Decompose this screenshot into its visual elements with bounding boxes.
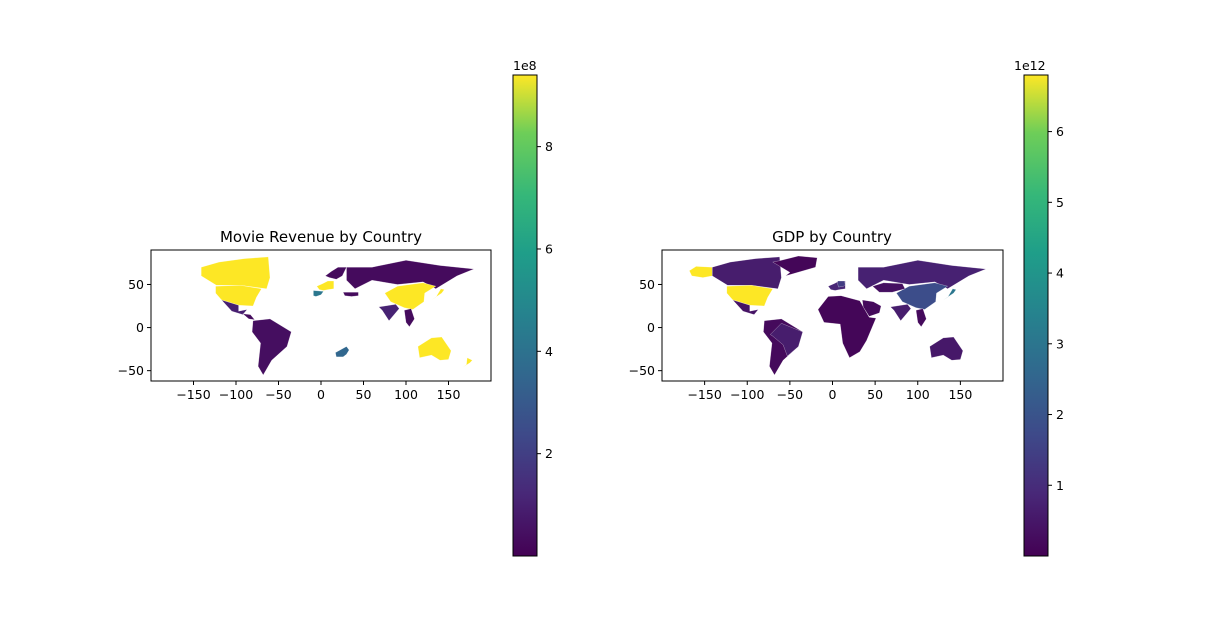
gdp-region-canada bbox=[712, 256, 782, 289]
revenue-map-y-ticks: −50 0 50 bbox=[118, 277, 151, 378]
revenue-x-tick-label: 100 bbox=[394, 387, 418, 402]
revenue-region-turkey bbox=[342, 292, 359, 297]
revenue-colorbar-tick-label: 6 bbox=[545, 241, 553, 256]
gdp-region-china bbox=[896, 282, 948, 310]
gdp-map-y-ticks: −50 0 50 bbox=[629, 277, 662, 378]
gdp-region-russia bbox=[857, 260, 987, 289]
revenue-x-tick-label: −50 bbox=[265, 387, 291, 402]
revenue-x-tick-label: 0 bbox=[317, 387, 325, 402]
revenue-colorbar-offset-label: 1e8 bbox=[513, 58, 537, 73]
gdp-region-middle-east bbox=[862, 299, 882, 317]
revenue-region-central-america bbox=[242, 313, 256, 320]
revenue-colorbar-ticks: 2 4 6 8 bbox=[537, 139, 553, 461]
gdp-region-germany bbox=[837, 280, 846, 288]
revenue-x-tick-label: 150 bbox=[437, 387, 461, 402]
revenue-map-x-ticks: −150 −100 −50 0 50 100 150 bbox=[176, 381, 460, 402]
revenue-colorbar: 1e8 2 4 6 8 bbox=[512, 58, 553, 557]
gdp-x-tick-label: −50 bbox=[777, 387, 803, 402]
revenue-region-new-zealand bbox=[462, 357, 473, 368]
revenue-region-united-states bbox=[215, 285, 262, 307]
gdp-colorbar-tick-label: 5 bbox=[1056, 195, 1064, 210]
revenue-colorbar-tick-label: 2 bbox=[545, 446, 553, 461]
revenue-y-tick-label: 0 bbox=[136, 320, 144, 335]
revenue-region-iberia bbox=[313, 290, 324, 297]
gdp-region-kazakhstan bbox=[872, 282, 906, 293]
gdp-colorbar-tick-label: 3 bbox=[1056, 336, 1064, 351]
gdp-colorbar: 1e12 1 2 3 4 5 6 bbox=[1014, 58, 1064, 557]
revenue-map-panel: Movie Revenue by Country −150 −100 −50 0 50 1… bbox=[118, 228, 492, 402]
gdp-region-india bbox=[890, 304, 912, 321]
gdp-x-tick-label: 50 bbox=[867, 387, 883, 402]
gdp-region-united-states bbox=[726, 285, 774, 307]
gdp-colorbar-tick-label: 6 bbox=[1056, 124, 1064, 139]
gdp-region-japan bbox=[943, 288, 957, 301]
revenue-region-australia bbox=[417, 336, 452, 361]
gdp-colorbar-ticks: 1 2 3 4 5 6 bbox=[1048, 124, 1064, 493]
gdp-x-tick-label: −100 bbox=[730, 387, 764, 402]
revenue-x-tick-label: −150 bbox=[176, 387, 210, 402]
gdp-x-tick-label: 0 bbox=[829, 387, 837, 402]
revenue-colorbar-frame bbox=[512, 74, 538, 557]
gdp-region-australia bbox=[929, 336, 964, 361]
gdp-region-southeast-asia bbox=[915, 308, 927, 327]
revenue-colorbar-tick-label: 4 bbox=[545, 344, 553, 359]
gdp-map-regions bbox=[689, 255, 987, 376]
revenue-region-south-america bbox=[251, 318, 292, 376]
revenue-y-tick-label: 50 bbox=[128, 277, 144, 292]
gdp-y-tick-label: −50 bbox=[629, 363, 655, 378]
revenue-colorbar-tick-label: 8 bbox=[545, 139, 553, 154]
revenue-region-mexico bbox=[221, 299, 248, 315]
revenue-x-tick-label: −100 bbox=[219, 387, 253, 402]
gdp-x-tick-label: −150 bbox=[687, 387, 721, 402]
revenue-map-regions bbox=[201, 256, 475, 376]
revenue-region-canada bbox=[201, 256, 271, 289]
revenue-colorbar-gradient bbox=[513, 75, 537, 556]
gdp-y-tick-label: 50 bbox=[639, 277, 655, 292]
revenue-region-south-africa bbox=[335, 346, 350, 358]
revenue-y-tick-label: −50 bbox=[118, 363, 144, 378]
revenue-region-japan bbox=[431, 288, 445, 301]
revenue-region-india bbox=[378, 304, 400, 321]
gdp-region-brazil bbox=[770, 323, 803, 357]
gdp-region-africa bbox=[817, 295, 877, 358]
gdp-map-panel: GDP by Country −150 −100 −50 0 50 100 150 −50 0… bbox=[629, 228, 1004, 402]
revenue-region-western-europe bbox=[316, 280, 334, 291]
gdp-map-title: GDP by Country bbox=[772, 228, 892, 246]
gdp-map-x-ticks: −150 −100 −50 0 50 100 150 bbox=[687, 381, 972, 402]
gdp-colorbar-tick-label: 1 bbox=[1056, 478, 1064, 493]
revenue-region-china bbox=[384, 282, 437, 310]
gdp-region-greenland bbox=[772, 255, 818, 277]
gdp-colorbar-gradient bbox=[1024, 75, 1048, 556]
gdp-colorbar-tick-label: 2 bbox=[1056, 407, 1064, 422]
gdp-x-tick-label: 100 bbox=[906, 387, 930, 402]
revenue-region-scandinavia bbox=[325, 267, 347, 280]
gdp-region-alaska bbox=[689, 266, 713, 278]
gdp-colorbar-tick-label: 4 bbox=[1056, 266, 1064, 281]
revenue-x-tick-label: 50 bbox=[356, 387, 372, 402]
gdp-colorbar-offset-label: 1e12 bbox=[1014, 58, 1046, 73]
gdp-region-mexico bbox=[732, 299, 759, 315]
revenue-region-russia bbox=[346, 260, 475, 289]
revenue-region-southeast-asia bbox=[404, 308, 415, 327]
gdp-y-tick-label: 0 bbox=[647, 320, 655, 335]
gdp-x-tick-label: 150 bbox=[948, 387, 972, 402]
gdp-colorbar-frame bbox=[1023, 74, 1049, 557]
revenue-map-title: Movie Revenue by Country bbox=[220, 228, 422, 246]
